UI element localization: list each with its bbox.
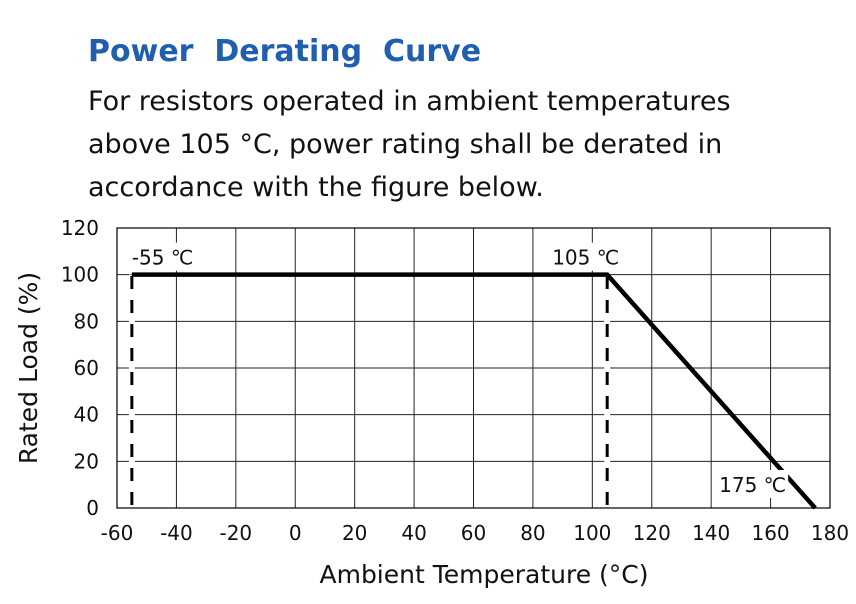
- y-axis-label: Rated Load (%): [14, 272, 43, 464]
- x-tick-label: 80: [520, 521, 545, 545]
- x-tick-label: 160: [751, 521, 789, 545]
- annotation-label: -55 ℃: [132, 246, 193, 270]
- y-tick-label: 40: [74, 403, 99, 427]
- x-tick-label: 0: [289, 521, 302, 545]
- x-tick-label: -60: [101, 521, 134, 545]
- annotation-bg: [129, 242, 206, 271]
- x-axis-label: Ambient Temperature (°C): [319, 560, 648, 589]
- y-tick-label: 80: [74, 309, 99, 333]
- x-tick-labels: -60 -40 -20 0 20 40 60 80 100 120 140 160 180: [101, 521, 849, 545]
- x-tick-label: 100: [573, 521, 611, 545]
- x-tick-label: 120: [633, 521, 671, 545]
- y-tick-label: 120: [61, 216, 99, 240]
- x-tick-label: 20: [342, 521, 367, 545]
- annotation-bg: [712, 470, 789, 498]
- page-description: For resistors operated in ambient temper…: [88, 86, 731, 203]
- x-tick-label: 60: [461, 521, 486, 545]
- annotation-label: 105 ℃: [552, 246, 619, 270]
- x-tick-label: -20: [219, 521, 252, 545]
- y-tick-labels: 0 20 40 60 80 100 120: [61, 216, 99, 520]
- plot-frame: [116, 227, 831, 509]
- y-tick-label: 0: [86, 496, 99, 520]
- annotations: -55 ℃ 105 ℃ 175 ℃: [129, 242, 789, 498]
- y-tick-label: 20: [74, 449, 99, 473]
- x-tick-label: 180: [811, 521, 849, 545]
- grid-lines: [116, 227, 831, 509]
- reference-lines: [128, 274, 611, 508]
- x-tick-label: -40: [160, 521, 193, 545]
- x-tick-label: 40: [401, 521, 426, 545]
- annotation-label: 175 ℃: [719, 473, 786, 497]
- annotation-bg: [545, 242, 622, 271]
- derating-line: [131, 272, 817, 510]
- x-tick-label: 140: [692, 521, 730, 545]
- series-layer: [131, 272, 817, 510]
- page-title: Power Derating Curve: [88, 34, 482, 69]
- y-tick-label: 100: [61, 263, 99, 287]
- y-tick-label: 60: [74, 356, 99, 380]
